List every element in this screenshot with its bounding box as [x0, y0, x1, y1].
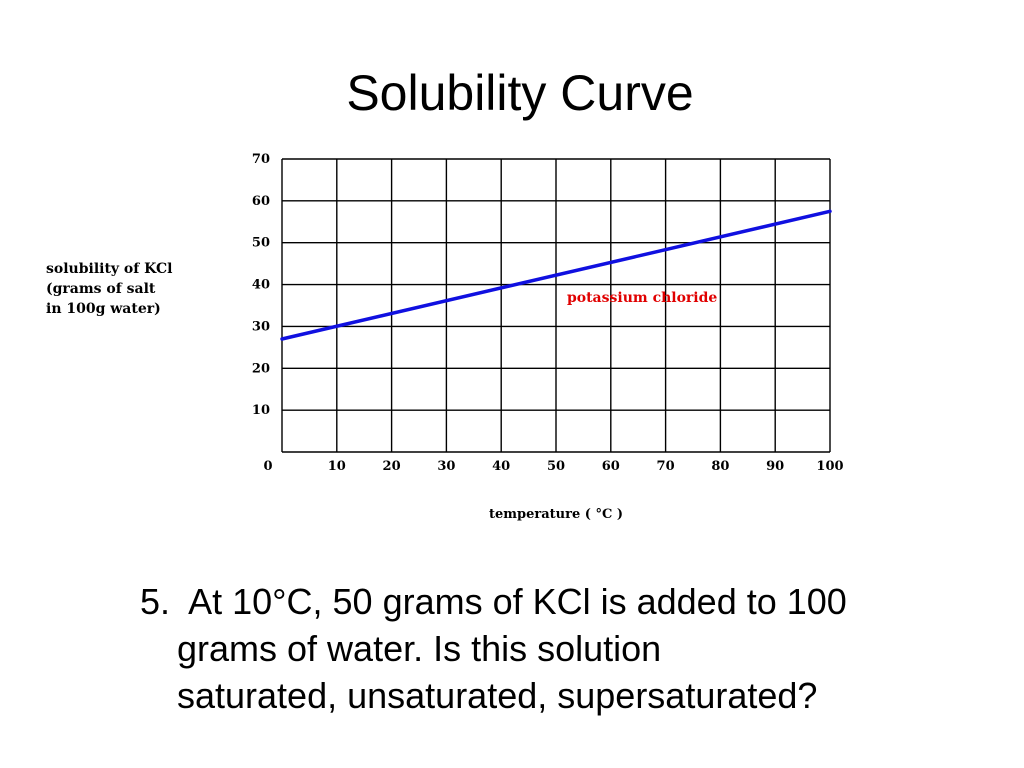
- question-text: 5. At 10°C, 50 grams of KCl is added to …: [140, 578, 960, 719]
- x-tick-label: 60: [602, 459, 620, 474]
- y-axis-label-line: solubility of KCl: [46, 261, 172, 277]
- question-line-3: saturated, unsaturated, supersaturated?: [177, 675, 818, 716]
- y-axis-label-line: (grams of salt: [46, 281, 156, 297]
- solubility-chart: 10 20 30 40 50 60 70 0 10 20 30 40 50 60 70 80 90 100 po…: [46, 152, 844, 522]
- question-line-1: 5. At 10°C, 50 grams of KCl is added to …: [140, 578, 960, 625]
- y-tick-label: 30: [252, 319, 270, 334]
- x-tick-label: 50: [547, 459, 565, 474]
- y-tick-label: 60: [252, 194, 270, 209]
- x-tick-label: 0: [263, 459, 272, 474]
- chart-series: [280, 209, 832, 341]
- y-axis-ticks: 10 20 30 40 50 60 70: [252, 152, 270, 418]
- chart-grid: [281, 158, 831, 453]
- series-line-potassium-chloride: [280, 209, 832, 341]
- y-axis-label-line: in 100g water): [46, 301, 161, 317]
- x-tick-label: 80: [711, 459, 729, 474]
- y-tick-label: 10: [252, 403, 270, 418]
- y-tick-label: 70: [252, 152, 270, 167]
- x-tick-label: 30: [437, 459, 455, 474]
- x-tick-label: 20: [383, 459, 401, 474]
- question-number: 5.: [140, 581, 171, 622]
- y-tick-label: 20: [252, 361, 270, 376]
- y-axis-label: solubility of KCl (grams of salt in 100g w…: [46, 261, 172, 317]
- x-tick-label: 40: [492, 459, 510, 474]
- question-line-2: grams of water. Is this solution: [177, 628, 662, 669]
- x-axis-ticks: 0 10 20 30 40 50 60 70 80 90 100: [263, 459, 843, 474]
- x-axis-label: temperature ( °C ): [489, 507, 623, 522]
- x-tick-label: 70: [657, 459, 675, 474]
- x-tick-label: 100: [816, 459, 843, 474]
- series-label-potassium-chloride: potassium chloride: [567, 290, 717, 306]
- y-tick-label: 40: [252, 278, 270, 293]
- question-line-1-text: At 10°C, 50 grams of KCl is added to 100: [188, 581, 847, 622]
- x-tick-label: 90: [766, 459, 784, 474]
- slide-title: Solubility Curve: [346, 65, 694, 121]
- y-tick-label: 50: [252, 236, 270, 251]
- x-tick-label: 10: [328, 459, 346, 474]
